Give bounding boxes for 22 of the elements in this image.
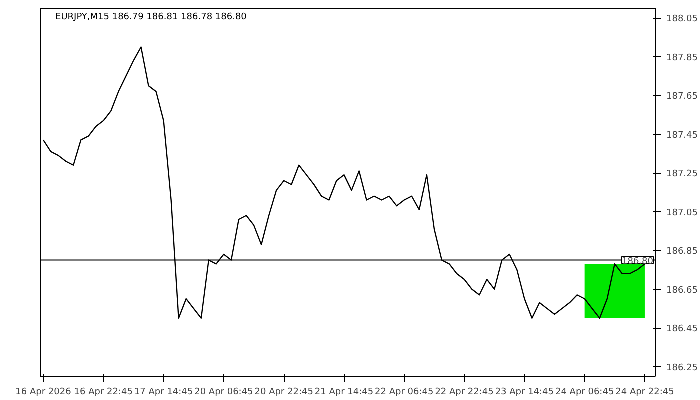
y-tick-label: 186.85 xyxy=(666,247,698,258)
y-tick-label: 186.45 xyxy=(666,324,698,335)
y-tick-label: 187.25 xyxy=(666,170,698,180)
x-tick-label: 24 Apr 06:45 xyxy=(555,388,614,398)
y-tick-label: 187.45 xyxy=(666,130,698,141)
x-tick-label: 16 Apr 22:45 xyxy=(74,388,133,398)
y-tick-label: 188.05 xyxy=(666,14,698,25)
x-tick-label: 22 Apr 22:45 xyxy=(435,388,494,398)
x-tick-label: 23 Apr 14:45 xyxy=(495,388,554,398)
y-tick-label: 187.85 xyxy=(666,53,698,64)
x-tick-label: 17 Apr 14:45 xyxy=(134,388,194,398)
x-tick-label: 21 Apr 14:45 xyxy=(314,388,374,398)
y-tick-label: 186.65 xyxy=(666,286,698,296)
y-tick-label: 186.25 xyxy=(666,363,698,374)
x-tick-label: 20 Apr 22:45 xyxy=(254,388,314,398)
y-tick-label: 187.05 xyxy=(666,208,698,218)
text: EURJPY,M15 186.79 186.81 186.78 186.80 xyxy=(56,12,248,22)
x-tick-label: 22 Apr 06:45 xyxy=(375,388,434,398)
x-tick-label: 20 Apr 06:45 xyxy=(194,388,254,398)
y-tick-label: 187.65 xyxy=(666,92,698,102)
x-tick-label: 16 Apr 2026 xyxy=(16,388,72,398)
x-tick-label: 24 Apr 22:45 xyxy=(616,388,674,398)
